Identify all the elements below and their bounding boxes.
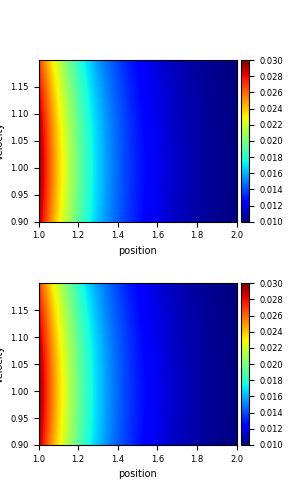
Y-axis label: velocity: velocity xyxy=(0,122,5,160)
X-axis label: position: position xyxy=(118,246,157,256)
Y-axis label: velocity: velocity xyxy=(0,345,5,383)
X-axis label: position: position xyxy=(118,470,157,480)
